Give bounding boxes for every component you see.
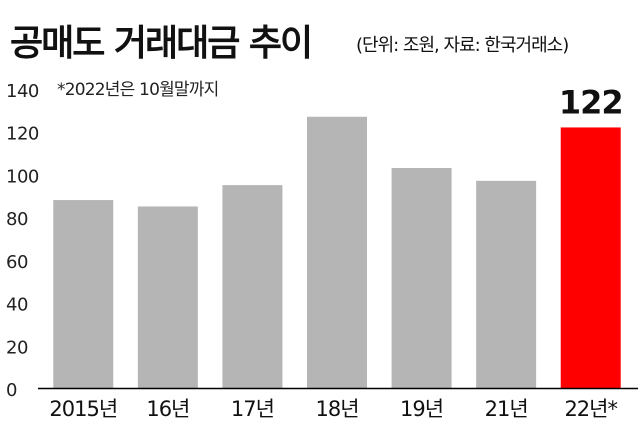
y-tick-label: 140 — [6, 81, 39, 102]
bar-chart: 0 20 40 60 80 100 120 140 *2022년은 10월말까지 2015년 16년… — [6, 80, 638, 421]
bar — [391, 168, 452, 388]
x-tick-label: 22년* — [564, 397, 617, 421]
bar — [476, 180, 537, 388]
y-tick-label: 40 — [6, 295, 28, 316]
y-tick-label: 100 — [6, 166, 39, 187]
chart-title: 공매도 거래대금 추이 — [10, 23, 313, 64]
bar — [307, 116, 367, 388]
chart-subtitle: (단위: 조원, 자료: 한국거래소) — [356, 35, 569, 56]
x-tick-label: 17년 — [231, 397, 274, 421]
y-tick-label: 120 — [6, 124, 39, 145]
highlight-bar — [560, 127, 621, 388]
y-tick-label: 0 — [6, 380, 17, 401]
header: 공매도 거래대금 추이 (단위: 조원, 자료: 한국거래소) — [10, 22, 635, 68]
x-tick-label: 2015년 — [49, 397, 117, 421]
x-tick-label: 21년 — [485, 397, 528, 421]
x-tick-label: 19년 — [400, 397, 443, 421]
y-tick-label: 80 — [6, 209, 28, 230]
bar — [137, 206, 198, 388]
bar — [222, 185, 283, 388]
chart-note: *2022년은 10월말까지 — [57, 80, 218, 100]
x-tick-label: 18년 — [315, 397, 358, 421]
x-tick-label: 16년 — [146, 397, 189, 421]
data-label: 122 — [559, 83, 623, 121]
bar — [53, 200, 114, 388]
y-tick-label: 60 — [6, 252, 28, 273]
y-tick-label: 20 — [6, 337, 28, 358]
